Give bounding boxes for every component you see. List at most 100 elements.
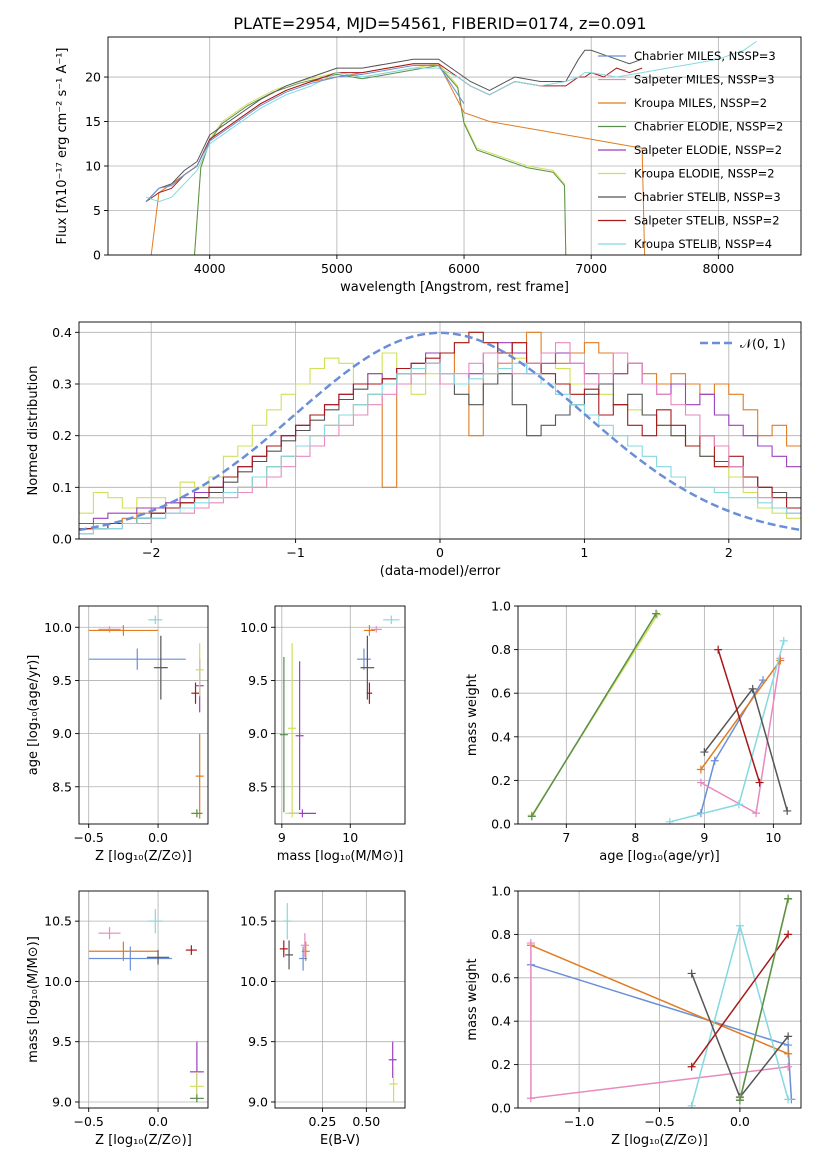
x-tick-label: −1.0 <box>564 1114 594 1129</box>
series-line-chabrier_elodie <box>194 64 567 255</box>
data-point <box>687 1062 696 1071</box>
y-tick-label: 0 <box>93 248 101 263</box>
gaussian-curve <box>79 331 801 532</box>
y-tick-label: 9.0 <box>248 1094 268 1109</box>
data-point <box>748 684 757 693</box>
y-tick-label: 9.5 <box>52 1034 72 1049</box>
data-point <box>735 921 744 930</box>
plot-area <box>79 331 801 535</box>
legend-entry: Chabrier ELODIE, NSSP=2 <box>634 120 783 134</box>
data-point <box>527 812 536 821</box>
x-axis-label: Z [log₁₀(Z/Z⊙)] <box>611 1133 708 1148</box>
data-point <box>526 1094 535 1103</box>
x-tick-label: 0.0 <box>730 1114 750 1129</box>
data-point <box>784 1095 793 1104</box>
y-tick-label: 9.0 <box>248 726 268 741</box>
y-tick-label: 9.5 <box>52 673 72 688</box>
y-axis-label: mass weight <box>465 674 480 756</box>
series-line-chabrier_miles <box>145 65 465 202</box>
series-line-chabrier_elodie <box>739 898 789 1101</box>
plot-area <box>145 40 757 255</box>
legend-entry: Salpeter MILES, NSSP=3 <box>634 73 775 87</box>
x-axis-label: (data-model)/error <box>380 564 501 579</box>
plot-area <box>279 903 398 1102</box>
y-tick-label: 0.1 <box>52 480 72 495</box>
plot-area <box>88 615 204 819</box>
y-tick-label: 0.0 <box>491 1101 511 1116</box>
data-point <box>784 894 793 903</box>
panel-massweight_vs_Z: −1.0 −0.5 0.0 0.0 0.2 0.4 0.6 0.8 1.0 Z [log₁₀(Z/… <box>465 884 802 1148</box>
y-tick-label: 0.6 <box>491 686 511 701</box>
histogram-salpeter_stelib <box>79 331 801 530</box>
x-tick-label: 8 <box>631 830 639 845</box>
y-tick-label: 0.2 <box>491 773 511 788</box>
y-tick-label: 0.0 <box>52 532 72 547</box>
x-axis-label: Z [log₁₀(Z/Z⊙)] <box>95 1133 192 1148</box>
series-line-chabrier_miles <box>530 964 793 1100</box>
data-point <box>710 756 719 765</box>
x-tick-label: 9 <box>700 830 708 845</box>
x-tick-label: −0.5 <box>644 1114 674 1129</box>
data-point <box>784 1049 793 1058</box>
x-tick-label: 7000 <box>575 261 607 276</box>
plot-area <box>279 615 400 818</box>
data-point <box>734 800 743 809</box>
x-tick-label: 5000 <box>321 261 353 276</box>
x-tick-label: −1 <box>286 545 304 560</box>
x-tick-label: −0.5 <box>74 1114 104 1129</box>
x-tick-label: 4000 <box>194 261 226 276</box>
series-line-kroupa_miles <box>150 63 646 255</box>
data-point <box>665 817 674 824</box>
x-tick-label: 0.0 <box>148 830 168 845</box>
x-tick-label: −2 <box>142 545 160 560</box>
series-line-kroupa_stelib <box>145 40 757 203</box>
histogram-kroupa_stelib <box>79 362 801 535</box>
axes-frame <box>274 890 406 1109</box>
y-tick-label: 9.5 <box>248 1034 268 1049</box>
data-point <box>687 969 696 978</box>
series-line-chabrier_stelib <box>145 49 643 202</box>
x-tick-label: 6000 <box>448 261 480 276</box>
x-tick-label: 0.50 <box>352 1114 380 1129</box>
y-tick-label: 0.2 <box>52 428 72 443</box>
y-tick-label: 0.8 <box>491 927 511 942</box>
legend-entry: Chabrier STELIB, NSSP=3 <box>634 190 781 204</box>
y-tick-label: 9.0 <box>52 726 72 741</box>
axes-frame <box>78 890 209 1109</box>
series-line-kroupa_miles <box>700 660 781 770</box>
y-axis-label: age [log₁₀(age/yr)] <box>26 655 41 776</box>
x-tick-label: 0.25 <box>309 1114 337 1129</box>
data-point <box>783 806 792 815</box>
panel-residuals: −2 −1 0 1 2 0.0 0.1 0.2 0.3 0.4 (data-model)/error… <box>26 321 802 579</box>
data-point <box>784 1032 793 1041</box>
y-tick-label: 8.5 <box>248 779 268 794</box>
x-tick-label: −0.5 <box>74 830 104 845</box>
series-line-chabrier_miles <box>700 679 764 814</box>
data-point <box>652 609 661 618</box>
data-point <box>696 765 705 774</box>
axes-frame <box>517 605 802 825</box>
panel-age_vs_Z: −0.5 0.0 8.5 9.0 9.5 10.0 Z [log₁₀(Z/Z⊙)] age [… <box>26 605 209 864</box>
y-tick-label: 0.8 <box>491 642 511 657</box>
x-tick-label: 7 <box>562 830 570 845</box>
legend-entry: Kroupa STELIB, NSSP=4 <box>634 237 772 251</box>
y-tick-label: 10 <box>85 159 101 174</box>
x-tick-label: 10 <box>342 830 358 845</box>
data-point <box>784 1062 793 1071</box>
series-line-salpeter_stelib <box>691 933 789 1068</box>
y-axis-label: mass weight <box>465 958 480 1040</box>
y-tick-label: 15 <box>85 114 101 129</box>
x-axis-label: wavelength [Angstrom, rest frame] <box>340 280 569 295</box>
data-point <box>700 748 709 757</box>
y-tick-label: 9.0 <box>52 1094 72 1109</box>
x-tick-label: 9 <box>278 830 286 845</box>
axes-frame <box>274 605 406 825</box>
y-tick-label: 10.0 <box>240 974 268 989</box>
x-axis-label: mass [log₁₀(M/M⊙)] <box>277 849 404 864</box>
data-point <box>687 1101 696 1108</box>
y-axis-label: mass [log₁₀(M/M⊙)] <box>26 936 41 1063</box>
y-tick-label: 1.0 <box>491 599 511 614</box>
data-point <box>714 645 723 654</box>
x-tick-label: 1 <box>580 545 588 560</box>
